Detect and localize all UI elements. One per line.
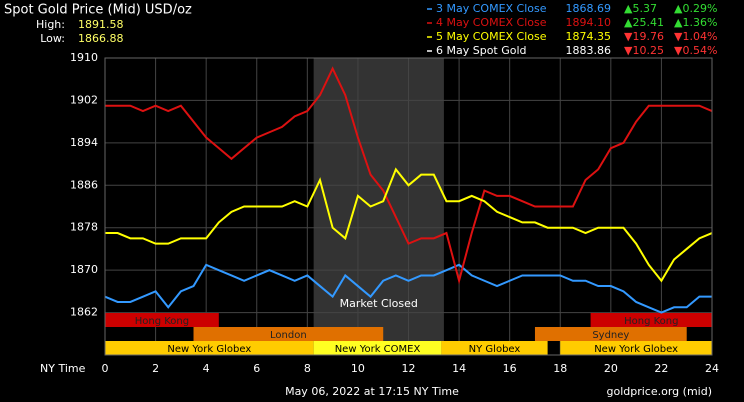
session-label: New York COMEX xyxy=(335,344,421,355)
session-label: NY Globex xyxy=(469,344,521,355)
x-tick-label: 4 xyxy=(203,362,210,375)
x-tick-label: 10 xyxy=(351,362,365,375)
low-label: Low: xyxy=(40,32,65,45)
legend-price: 1894.10 xyxy=(566,16,612,29)
legend-name: 5 May COMEX Close xyxy=(436,30,547,43)
y-tick-label: 1894 xyxy=(70,136,98,149)
y-tick-label: 1886 xyxy=(70,178,98,191)
legend-name: 4 May COMEX Close xyxy=(436,16,547,29)
legend-price: 1868.69 xyxy=(566,2,612,15)
legend-pct: ▲0.29% xyxy=(674,2,717,15)
legend-change: ▲25.41 xyxy=(624,16,664,29)
price-line xyxy=(105,66,713,285)
session-label: Hong Kong xyxy=(135,316,189,327)
x-tick-label: 24 xyxy=(705,362,719,375)
y-tick-label: 1870 xyxy=(70,263,98,276)
session-label: New York Globex xyxy=(594,344,678,355)
legend-name: 6 May Spot Gold xyxy=(436,44,527,57)
x-axis-label: NY Time xyxy=(40,362,86,375)
y-tick-label: 1902 xyxy=(70,93,98,106)
legend-pct: ▼1.04% xyxy=(674,30,717,43)
session-bar xyxy=(560,341,712,355)
session-bar xyxy=(105,341,314,355)
source: goldprice.org (mid) xyxy=(607,385,713,398)
y-tick-label: 1878 xyxy=(70,221,98,234)
session-bar xyxy=(193,327,384,341)
session-bar xyxy=(590,313,712,327)
legend-price: 1874.35 xyxy=(566,30,612,43)
x-tick-label: 6 xyxy=(253,362,260,375)
x-tick-label: 0 xyxy=(102,362,109,375)
legend-change: ▼10.25 xyxy=(624,44,664,57)
legend-pct: ▲1.36% xyxy=(674,16,717,29)
session-label: New York Globex xyxy=(167,344,251,355)
legend-change: ▲5.37 xyxy=(624,2,657,15)
legend-change: ▼19.76 xyxy=(624,30,664,43)
x-tick-label: 12 xyxy=(402,362,416,375)
session-label: Sydney xyxy=(592,330,629,341)
market-closed-band xyxy=(313,58,444,355)
session-label: Hong Kong xyxy=(624,316,678,327)
y-tick-label: 1862 xyxy=(70,306,98,319)
x-tick-label: 22 xyxy=(654,362,668,375)
x-tick-label: 20 xyxy=(604,362,618,375)
legend-pct: ▼0.54% xyxy=(674,44,717,57)
session-bar xyxy=(534,327,687,341)
legend-price: 1883.86 xyxy=(566,44,612,57)
market-closed-label: Market Closed xyxy=(340,297,418,310)
plot-frame xyxy=(104,57,713,356)
x-tick-label: 2 xyxy=(152,362,159,375)
footer: May 06, 2022 at 17:15 NY Time xyxy=(285,385,459,398)
high-value: 1891.58 xyxy=(78,18,124,31)
session-bar xyxy=(441,341,548,355)
chart-title: Spot Gold Price (Mid) USD/oz xyxy=(4,3,192,18)
low-value: 1866.88 xyxy=(78,32,124,45)
session-label: London xyxy=(270,330,307,341)
y-tick-label: 1910 xyxy=(70,51,98,64)
legend-name: 3 May COMEX Close xyxy=(436,2,547,15)
session-bar xyxy=(313,341,442,355)
x-tick-label: 18 xyxy=(553,362,567,375)
x-tick-label: 14 xyxy=(452,362,466,375)
price-line xyxy=(104,263,712,314)
session-bar xyxy=(105,313,219,327)
x-tick-label: 8 xyxy=(304,362,311,375)
high-label: High: xyxy=(36,18,65,31)
price-line xyxy=(105,167,713,283)
x-tick-label: 16 xyxy=(503,362,517,375)
